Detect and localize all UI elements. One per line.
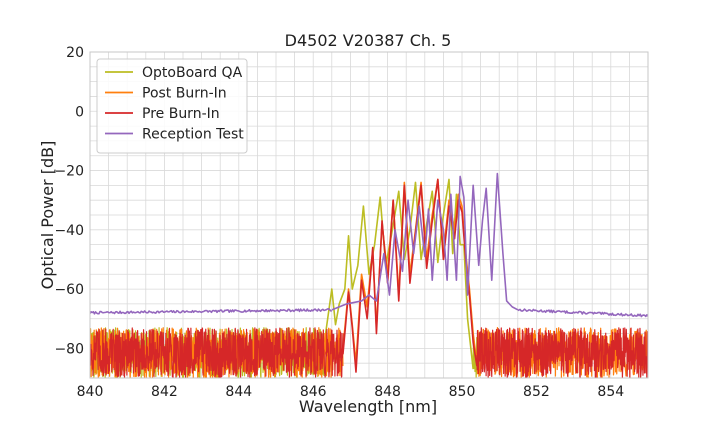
legend-label: Post Burn-In (142, 86, 227, 102)
legend: OptoBoard QA Post Burn-In Pre Burn-In Recep… (96, 58, 248, 154)
x-tick-label: 852 (523, 384, 550, 400)
series-line-noise-left (90, 327, 344, 378)
series-group (90, 172, 648, 378)
x-tick-label: 854 (597, 384, 624, 400)
series-reception-test (90, 172, 648, 318)
x-tick-label: 844 (225, 384, 252, 400)
legend-label: Pre Burn-In (142, 106, 220, 122)
plot-frame (89, 51, 649, 379)
x-tick-label: 846 (300, 384, 327, 400)
y-tick-label: −60 (54, 282, 84, 298)
legend-label: Reception Test (142, 127, 244, 143)
y-axis-title: Optical Power [dB] (38, 141, 57, 290)
y-tick-label: −20 (54, 164, 84, 180)
plot-series (90, 172, 648, 378)
legend-box (96, 58, 248, 154)
x-tick-label: 842 (151, 384, 178, 400)
y-tick-label: −40 (54, 223, 84, 239)
chart-title: D4502 V20387 Ch. 5 (285, 31, 452, 50)
x-tick-label: 848 (374, 384, 401, 400)
x-axis-title: Wavelength [nm] (299, 397, 437, 416)
series-line-baseline-left (90, 307, 332, 315)
axis-ticks: 840 842 844 846 848 850 852 854 20 0 −20 −40 −60 −80 (54, 45, 624, 400)
y-tick-label: −80 (54, 341, 84, 357)
y-tick-label: 20 (66, 45, 84, 61)
legend-label: OptoBoard QA (142, 65, 243, 81)
x-tick-label: 840 (77, 384, 104, 400)
series-line-noise-right (476, 327, 648, 378)
x-tick-label: 850 (449, 384, 476, 400)
series-line-baseline-right (517, 308, 648, 318)
y-tick-label: 0 (75, 104, 84, 120)
series-line-peaks (331, 172, 519, 311)
